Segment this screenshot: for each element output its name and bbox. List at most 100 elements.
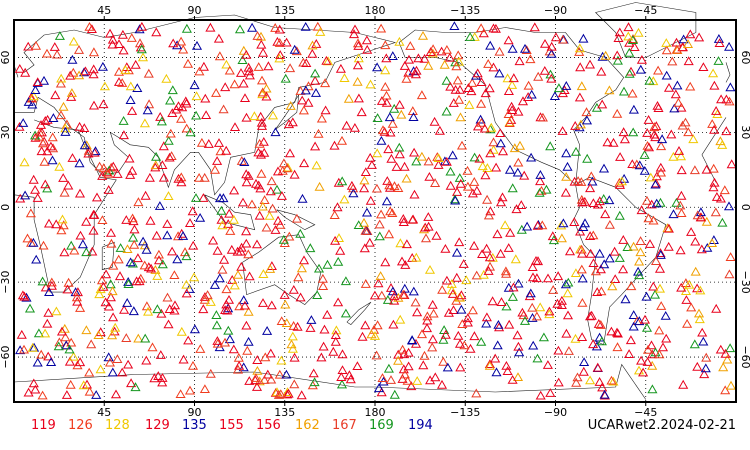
station-marker [353,220,364,229]
station-marker [247,22,258,32]
station-marker [101,269,112,279]
station-marker [651,198,662,208]
station-marker [380,65,391,75]
station-marker [502,366,513,375]
station-marker [228,214,239,224]
station-marker [562,161,573,171]
station-marker [337,176,348,186]
station-marker [561,328,572,338]
station-marker [562,310,574,320]
station-marker [505,227,516,237]
station-marker [436,46,447,56]
station-marker [709,124,720,134]
station-marker [641,322,653,332]
station-marker [387,208,398,217]
station-marker [673,145,685,155]
station-marker [384,112,395,122]
station-marker [656,141,667,151]
station-marker [348,29,360,39]
station-marker [121,215,132,224]
station-marker [680,278,691,287]
station-marker [578,366,589,376]
station-marker [425,47,436,56]
station-marker [333,177,344,187]
station-marker [628,321,639,331]
station-marker [650,179,661,189]
station-marker [30,130,41,140]
station-marker [296,390,307,400]
station-marker [490,353,501,363]
station-marker [106,238,117,248]
station-marker [427,299,438,309]
station-marker [628,127,639,137]
station-marker [591,341,602,351]
station-marker [132,253,143,263]
station-marker [624,47,635,57]
station-marker [319,324,330,334]
station-marker [25,208,36,218]
station-marker [592,287,603,296]
station-marker [112,168,123,178]
station-marker [389,291,400,301]
station-marker [127,106,138,115]
station-marker [556,300,567,309]
station-marker [234,301,245,311]
station-marker [575,226,586,236]
station-marker [93,330,104,339]
station-marker [484,359,495,368]
station-marker [563,346,574,355]
station-marker [553,83,564,93]
station-marker [175,389,186,398]
station-marker [27,342,38,352]
station-marker [98,163,109,173]
station-marker [199,294,210,304]
station-marker [676,165,687,175]
station-marker [407,335,418,344]
station-marker [660,310,671,320]
station-marker [393,355,404,365]
station-marker [133,333,144,343]
station-marker [513,341,524,351]
bottom-lon-tick-label: 180 [365,406,386,419]
station-marker [293,272,304,282]
coastline-5 [595,2,697,58]
station-marker [265,348,276,358]
station-marker [718,362,729,372]
station-marker [376,23,387,33]
station-marker [15,193,26,203]
station-marker [713,56,724,65]
station-marker [445,166,456,176]
station-marker [157,377,168,387]
station-marker [84,367,95,377]
station-marker [72,296,83,306]
station-marker [622,242,633,251]
station-marker [657,342,669,352]
station-marker [255,111,266,121]
station-marker [200,93,211,103]
station-marker [556,295,567,305]
station-marker [726,159,737,169]
station-marker [528,340,539,350]
station-marker [634,256,645,266]
station-marker [386,153,397,163]
station-marker [599,389,610,399]
station-marker [573,176,584,185]
station-marker [96,275,108,285]
station-marker [315,27,326,36]
station-marker [488,144,499,154]
station-marker [195,212,206,222]
coastline-11 [101,241,115,271]
station-marker [33,328,44,338]
station-marker [697,327,708,337]
station-marker [97,61,108,71]
station-marker [581,107,592,117]
station-marker [641,291,652,301]
station-marker [273,215,284,225]
station-marker [276,316,287,325]
station-marker [361,35,372,45]
station-marker [650,256,662,265]
station-marker [480,88,491,98]
station-marker [123,276,134,286]
station-marker [306,315,317,324]
station-marker [30,184,41,194]
